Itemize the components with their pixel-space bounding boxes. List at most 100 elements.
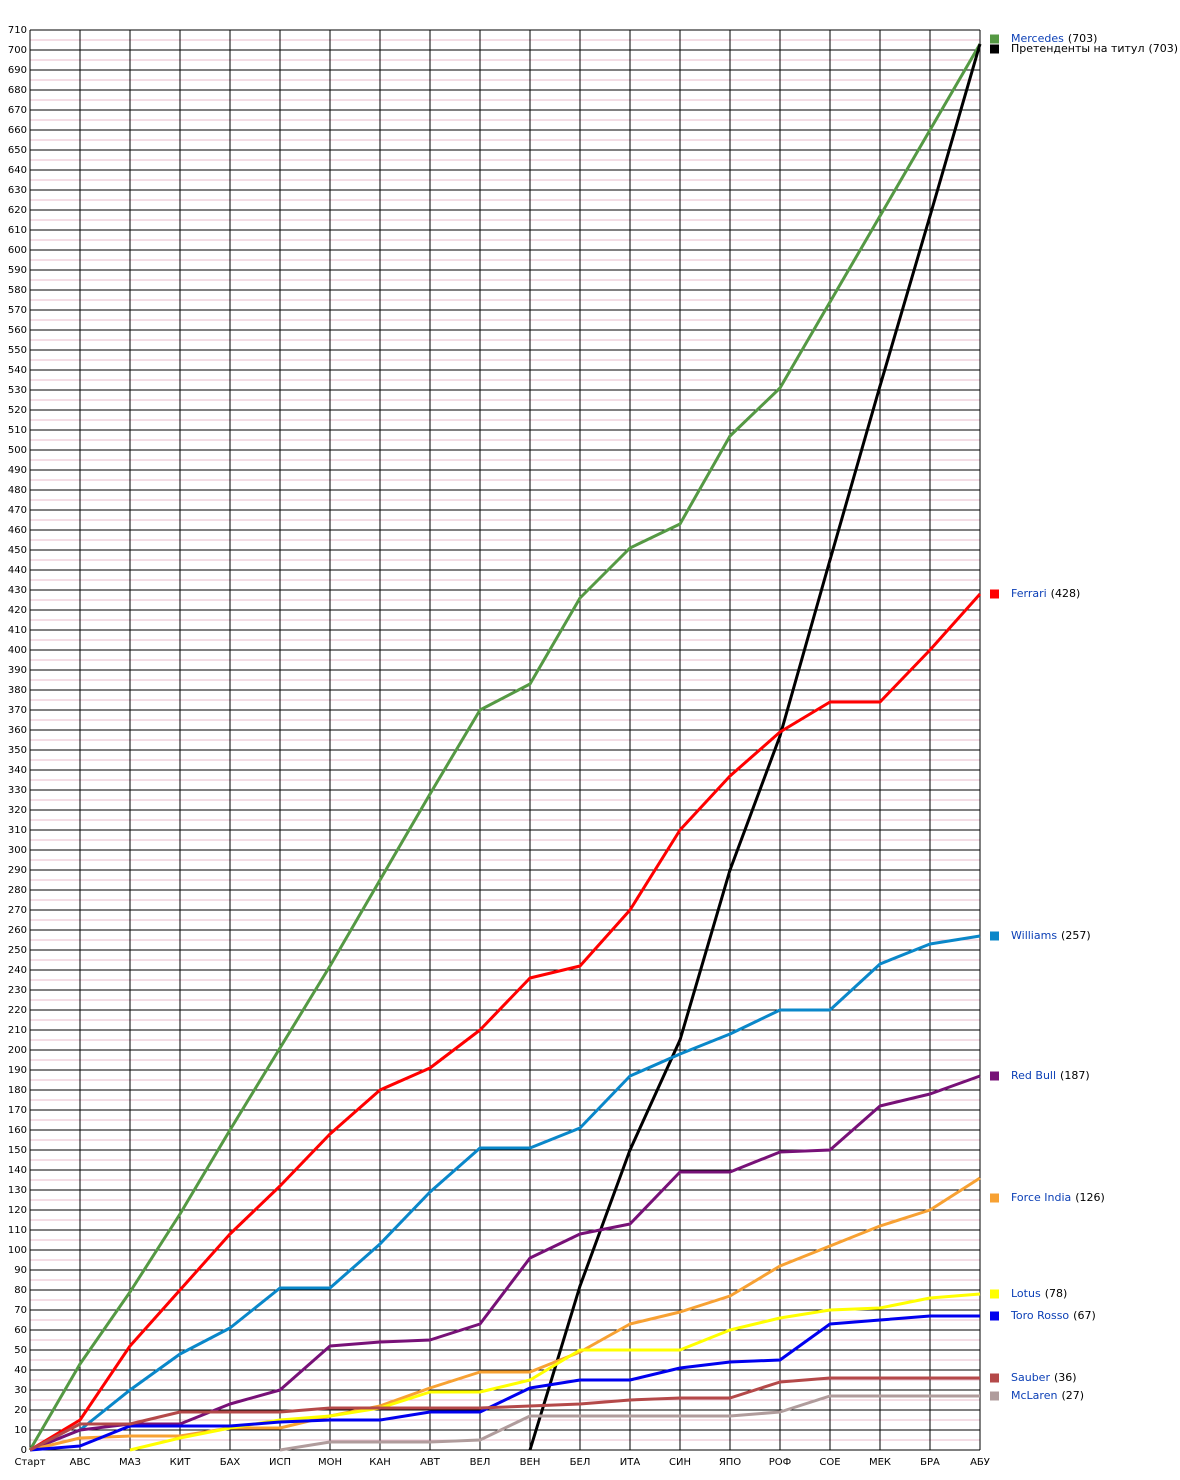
x-tick-label: КИТ [170, 1457, 192, 1468]
y-tick-label: 640 [8, 165, 27, 176]
legend-name[interactable]: McLaren [1011, 1389, 1057, 1402]
y-tick-label: 230 [8, 985, 27, 996]
legend-entry[interactable]: Toro Rosso (67) [1010, 1309, 1096, 1322]
y-tick-label: 630 [8, 185, 27, 196]
y-tick-label: 110 [8, 1225, 27, 1236]
y-tick-label: 510 [8, 425, 27, 436]
y-tick-label: 190 [8, 1065, 27, 1076]
legend-entry[interactable]: Mercedes (703) [1011, 32, 1097, 45]
x-tick-label: БЕЛ [570, 1457, 591, 1468]
legend-name[interactable]: Mercedes [1011, 32, 1064, 45]
y-tick-label: 670 [8, 105, 27, 116]
legend-swatch [990, 1289, 999, 1299]
legend-entry[interactable]: Ferrari (428) [1011, 587, 1080, 600]
x-tick-label: МЕК [869, 1457, 891, 1468]
y-tick-label: 710 [8, 25, 27, 36]
y-tick-label: 220 [8, 1005, 27, 1016]
y-tick-label: 0 [21, 1445, 27, 1456]
legend-total: (67) [1073, 1309, 1096, 1322]
legend-swatch [990, 44, 999, 54]
y-tick-label: 120 [8, 1205, 27, 1216]
series-line [29, 934, 981, 1452]
y-tick-label: 540 [8, 365, 27, 376]
y-tick-label: 590 [8, 265, 27, 276]
x-tick-label: СИН [669, 1457, 691, 1468]
y-tick-label: 360 [8, 725, 27, 736]
legend-total: (257) [1061, 929, 1091, 942]
y-tick-label: 580 [8, 285, 27, 296]
legend-name: Претенденты на титул [1011, 42, 1144, 55]
series-line [29, 1314, 980, 1452]
y-tick-label: 570 [8, 305, 27, 316]
y-tick-label: 620 [8, 205, 27, 216]
y-tick-label: 530 [8, 385, 27, 396]
y-tick-label: 200 [8, 1045, 27, 1056]
y-tick-label: 500 [8, 445, 27, 456]
y-tick-label: 450 [8, 545, 27, 556]
y-tick-label: 150 [8, 1145, 27, 1156]
legend-name[interactable]: Force India [1011, 1191, 1071, 1204]
x-tick-label: СОЕ [819, 1457, 840, 1468]
x-tick-label: ЯПО [719, 1457, 741, 1468]
y-tick-label: 320 [8, 805, 27, 816]
legend-swatch [990, 1373, 999, 1383]
y-tick-label: 420 [8, 605, 27, 616]
legend-name[interactable]: Williams [1011, 929, 1057, 942]
y-tick-label: 250 [8, 945, 27, 956]
x-tick-label: МОН [318, 1457, 342, 1468]
y-tick-label: 370 [8, 705, 27, 716]
y-tick-label: 160 [8, 1125, 27, 1136]
x-tick-label: ВЕН [520, 1457, 541, 1468]
legend-name[interactable]: Lotus [1011, 1287, 1041, 1300]
series-line [29, 593, 982, 1452]
y-tick-label: 300 [8, 845, 27, 856]
y-tick-label: 70 [14, 1305, 27, 1316]
legend-entry[interactable]: Lotus (78) [1011, 1287, 1067, 1300]
legend-total: (78) [1045, 1287, 1068, 1300]
legend-swatch [990, 589, 999, 599]
y-tick-label: 180 [8, 1085, 27, 1096]
legend-name[interactable]: Toro Rosso [1010, 1309, 1069, 1322]
legend-entry[interactable]: Red Bull (187) [1011, 1069, 1090, 1082]
y-tick-label: 520 [8, 405, 27, 416]
y-tick-label: 700 [8, 45, 27, 56]
legend-swatch [990, 1391, 999, 1401]
legend-entry[interactable]: McLaren (27) [1011, 1389, 1084, 1402]
y-tick-label: 260 [8, 925, 27, 936]
series-line [279, 1394, 980, 1452]
y-tick-label: 400 [8, 645, 27, 656]
y-tick-label: 290 [8, 865, 27, 876]
series-line [29, 1074, 981, 1452]
y-tick-label: 610 [8, 225, 27, 236]
y-tick-label: 30 [14, 1385, 27, 1396]
legend-entry[interactable]: Williams (257) [1011, 929, 1091, 942]
y-tick-label: 430 [8, 585, 27, 596]
y-tick-label: 80 [14, 1285, 27, 1296]
y-tick-label: 140 [8, 1165, 27, 1176]
legend-swatch [990, 1311, 999, 1321]
legend-total: (36) [1054, 1371, 1077, 1384]
legend-swatch [990, 1193, 999, 1203]
y-tick-label: 550 [8, 345, 27, 356]
legend-total: (27) [1061, 1389, 1084, 1402]
series-line [29, 1176, 981, 1452]
y-tick-label: 650 [8, 145, 27, 156]
x-tick-label: АВС [70, 1457, 91, 1468]
legend-name[interactable]: Sauber [1011, 1371, 1050, 1384]
legend-swatch [990, 1071, 999, 1081]
y-tick-label: 100 [8, 1245, 27, 1256]
x-tick-label: АБУ [970, 1457, 990, 1468]
y-tick-label: 170 [8, 1105, 27, 1116]
y-tick-label: 330 [8, 785, 27, 796]
legend-entry[interactable]: Force India (126) [1011, 1191, 1105, 1204]
y-tick-label: 310 [8, 825, 27, 836]
y-tick-label: 240 [8, 965, 27, 976]
legend-entry[interactable]: Sauber (36) [1011, 1371, 1077, 1384]
legend-name[interactable]: Red Bull [1011, 1069, 1056, 1082]
legend-total: (703) [1068, 32, 1098, 45]
y-tick-label: 60 [14, 1325, 27, 1336]
legend-name[interactable]: Ferrari [1011, 587, 1047, 600]
y-tick-label: 680 [8, 85, 27, 96]
y-tick-label: 380 [8, 685, 27, 696]
